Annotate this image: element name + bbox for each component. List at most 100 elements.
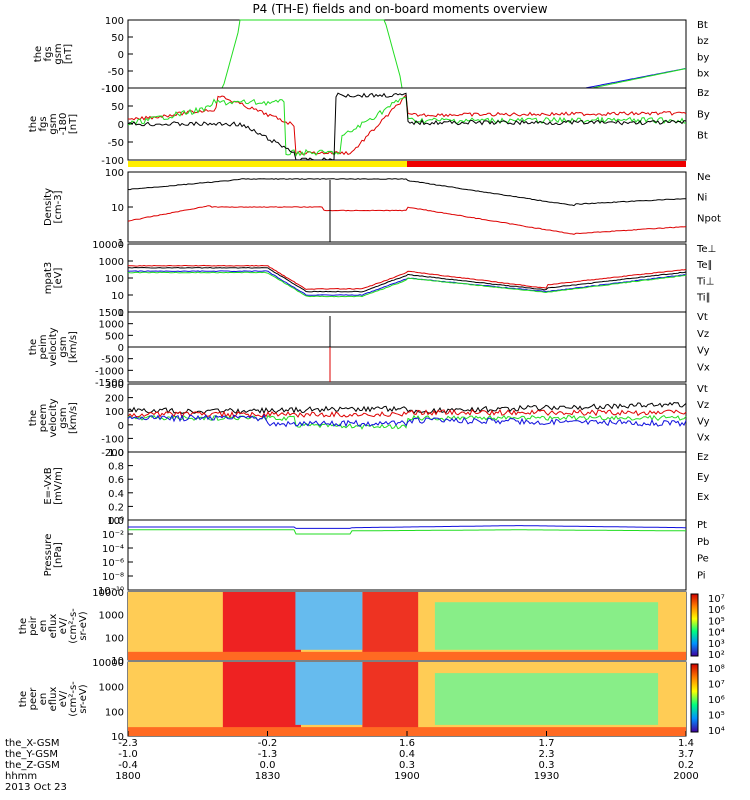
- legend-Bt: Bt: [697, 20, 708, 31]
- legend-Vz: Vz: [697, 400, 709, 411]
- panel-pressure: 10⁰ 10⁻² 10⁻⁴ 10⁻⁶ 10⁻⁸ 10⁻¹⁰ Pressure [nPa] Pt P…: [43, 516, 709, 597]
- legend-Ti⊥: Ti⊥: [696, 276, 714, 287]
- y-axis-label-line: (cm²-s-: [68, 608, 79, 644]
- x-tick-label: -2.3: [118, 738, 138, 749]
- colorbar-label: 10⁷: [708, 594, 725, 605]
- x-tick-label: -0.4: [118, 760, 138, 771]
- colorbar-label: 10⁴: [708, 628, 725, 639]
- y-axis-label-line: sr-eV): [78, 684, 89, 713]
- y-tick-label: 1500: [99, 308, 124, 319]
- x-tick-label: 1.7: [539, 738, 555, 749]
- y-axis-label-line: mpat3: [43, 262, 54, 295]
- y-tick-label: 1000: [99, 611, 124, 622]
- legend-Vx: Vx: [697, 433, 710, 444]
- legend-Vx: Vx: [697, 362, 710, 373]
- colorbar-label: 10⁶: [708, 605, 725, 616]
- y-axis-label-line: eflux: [48, 687, 59, 712]
- heat-cold: [295, 592, 363, 650]
- y-tick-label: 100: [105, 633, 124, 644]
- legend-Te∥: Te∥: [696, 260, 713, 271]
- y-tick-label: -50: [108, 67, 124, 78]
- legend-Ey: Ey: [697, 472, 709, 483]
- y-axis-label-line: eV/: [58, 690, 69, 707]
- panel-density: 100 10 1 Density [cm-3] Ne Ni Npot: [43, 168, 721, 249]
- legend-Vy: Vy: [697, 346, 710, 357]
- y-tick-label: 0.0: [108, 516, 124, 527]
- y-tick-label: 50: [111, 102, 124, 113]
- x-row-label: the_Y-GSM: [5, 749, 58, 760]
- series-Vx: [127, 413, 687, 428]
- y-tick-label: 10⁻⁸: [102, 572, 124, 583]
- y-tick-label: 0: [118, 50, 124, 61]
- series-Ti-par: [127, 271, 687, 298]
- series-bx: [128, 67, 687, 89]
- panel-peir: 10000 1000 100 10 the peir en eflux eV/(cm²-s-sr…: [18, 588, 725, 667]
- y-axis-label-line: eflux: [48, 614, 59, 639]
- y-axis-label-line: en: [38, 693, 49, 706]
- y-axis-label-line: peem: [38, 404, 49, 432]
- y-axis-label-line: Pressure: [43, 534, 54, 577]
- y-tick-label: 100: [105, 16, 124, 27]
- heat-hot-a: [222, 662, 301, 736]
- legend-Pt: Pt: [697, 520, 707, 531]
- y-axis-label-line: peim: [38, 334, 49, 359]
- x-tick-label: 1900: [394, 771, 419, 782]
- y-tick-label: 10⁻⁶: [102, 558, 124, 569]
- y-axis-label-line: the: [33, 46, 44, 62]
- y-axis-label-line: [km/s]: [68, 331, 79, 363]
- legend-by: by: [697, 52, 709, 63]
- y-tick-label: 10000: [92, 588, 124, 599]
- x-row-label: the_Z-GSM: [5, 760, 60, 771]
- y-tick-label: 0.2: [108, 502, 124, 513]
- legend-Ne: Ne: [697, 172, 711, 183]
- x-tick-label: 2000: [673, 771, 698, 782]
- y-tick-label: 500: [105, 331, 124, 342]
- heat-cold: [295, 662, 363, 725]
- heat-bottom: [128, 651, 686, 660]
- colorbar: [690, 593, 699, 657]
- y-tick-label: 100: [105, 274, 124, 285]
- colorbar-label: 10⁴: [708, 726, 725, 737]
- colorbar-label: 10³: [708, 639, 725, 650]
- x-tick-label: 1.4: [678, 738, 694, 749]
- legend-Vy: Vy: [697, 416, 710, 427]
- legend-Ez: Ez: [697, 452, 709, 463]
- y-tick-label: -1000: [95, 366, 124, 377]
- y-tick-label: 0.8: [108, 462, 124, 473]
- y-axis-label-line: the: [18, 618, 29, 634]
- x-tick-label: 0.2: [678, 760, 694, 771]
- y-axis-label-line: peer: [28, 687, 39, 711]
- panel-fgs: 100 50 0 -50 -100 the fgs gsm [nT] Bt bz by bx: [33, 16, 709, 95]
- y-tick-label: 0.4: [108, 489, 124, 500]
- y-tick-label: 10000: [92, 240, 124, 251]
- heat-hot-a: [222, 592, 301, 660]
- series-Ni: [127, 178, 687, 207]
- x-tick-label: 2.3: [539, 749, 555, 760]
- x-tick-label: 1830: [255, 771, 280, 782]
- series-by: [128, 19, 686, 89]
- y-tick-label: -1500: [95, 378, 124, 389]
- panel-frame: [127, 519, 687, 591]
- y-axis-label-line: fgs: [38, 116, 49, 131]
- colorbar-label: 10⁶: [708, 695, 725, 706]
- x-tick-label: 0.4: [399, 749, 415, 760]
- y-tick-label: -500: [101, 355, 124, 366]
- y-axis-label-line: eV/: [58, 617, 69, 634]
- y-tick-label: -100: [101, 156, 124, 167]
- y-tick-label: 10⁰: [107, 516, 124, 527]
- y-tick-label: 300: [105, 380, 124, 391]
- y-tick-label: 10⁻¹⁰: [98, 586, 124, 597]
- y-axis-label-line: [nPa]: [53, 542, 64, 568]
- y-tick-label: 10: [111, 291, 124, 302]
- y-tick-label: 100: [105, 84, 124, 95]
- y-tick-label: 10: [111, 203, 124, 214]
- panel-temp: 10000 1000 100 10 1 mpat3 [eV] Te⊥ Te∥ Ti⊥ Ti∥: [43, 240, 716, 319]
- series-Vz: [127, 408, 687, 419]
- y-tick-label: -50: [108, 138, 124, 149]
- y-axis-label-line: the: [28, 116, 39, 132]
- heat-green: [434, 602, 659, 650]
- legend-Vt: Vt: [697, 312, 708, 323]
- y-axis-label-line: peir: [28, 615, 39, 635]
- series-Vt: [127, 401, 687, 415]
- colorbar: [690, 663, 699, 733]
